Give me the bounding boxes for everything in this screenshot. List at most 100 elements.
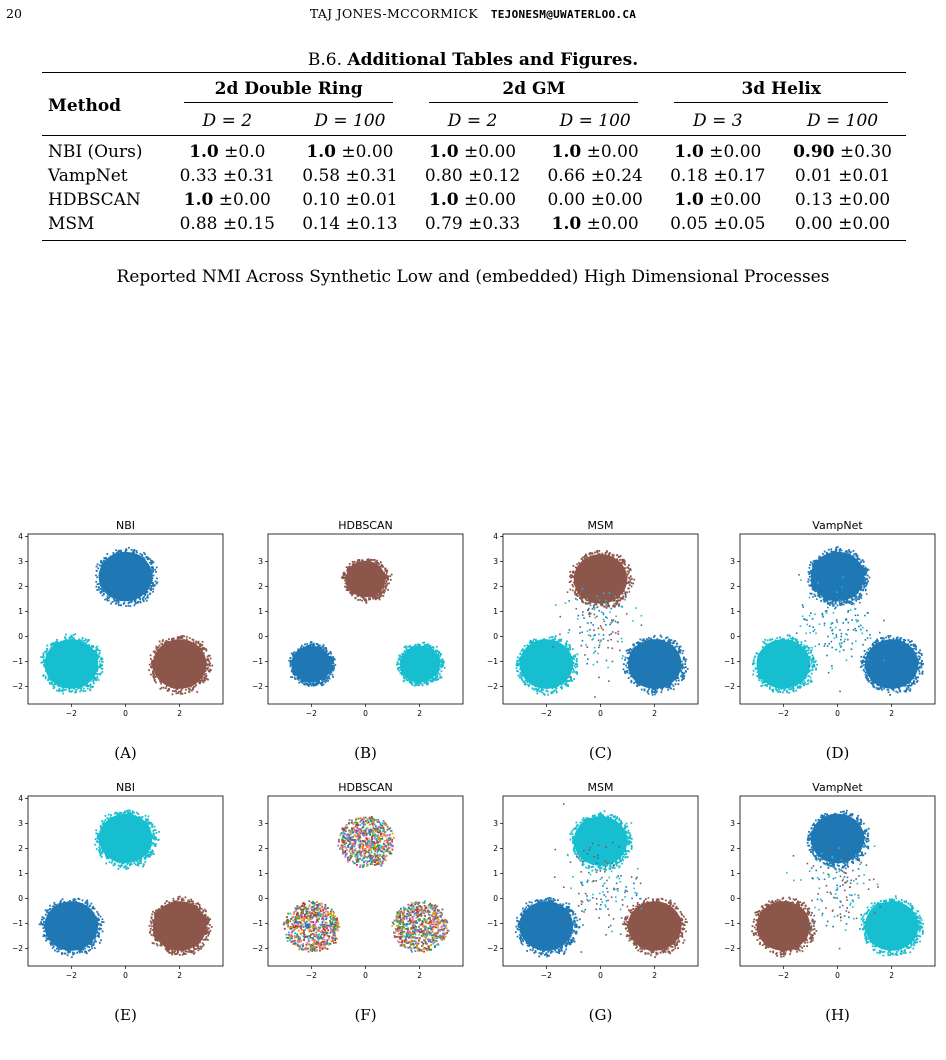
x-tick-label: −2 [541, 971, 552, 980]
y-tick-label: −1 [252, 657, 263, 666]
cell-value: 1.0 [429, 142, 459, 162]
cell-sd: ±0.01 [832, 166, 891, 186]
cell-value: 1.0 [429, 190, 459, 210]
cell-sd: ±0.30 [834, 142, 892, 162]
sub-header: D = 100 [806, 111, 879, 131]
running-header: 20 TAJ JONES-MCCORMICK TEJONESM@UWATERLO… [0, 6, 946, 26]
panel-title: HDBSCAN [338, 781, 393, 794]
x-tick-label: 2 [417, 971, 422, 980]
sub-header: D = 100 [314, 111, 386, 131]
x-tick-label: −2 [66, 709, 77, 718]
scatter-panel: NBI −2 0 2 4 3 2 1 0 −1 −2 [12, 519, 224, 718]
y-tick-label: −1 [12, 657, 23, 666]
table-cell: 0.18 ±0.17 [656, 164, 779, 188]
y-tick-label: 1 [258, 607, 263, 616]
cell-value: 0.66 [547, 166, 586, 186]
y-tick-label: 2 [493, 582, 498, 591]
y-tick-label: −2 [487, 944, 498, 953]
y-tick-label: −1 [12, 919, 23, 928]
table-subheader-row: D = 2 D = 100 D = 2 D = 100 D = 3 D = 100 [42, 105, 906, 136]
sub-header: D = 3 [693, 111, 743, 131]
x-tick-label: 2 [177, 709, 182, 718]
scatter-panel: VampNet −2 0 2 3 2 1 0 −1 −2 [724, 519, 936, 718]
y-tick-label: 3 [730, 819, 735, 828]
table-cell: 0.14 ±0.13 [289, 212, 412, 236]
y-tick-label: 0 [258, 632, 263, 641]
y-tick-label: 4 [18, 794, 23, 803]
panel-title: VampNet [812, 781, 863, 794]
table-cell: 1.0 ±0.00 [289, 140, 412, 164]
x-tick-label: 2 [652, 971, 657, 980]
rule-cell [42, 236, 906, 241]
cell-sd: ±0.31 [340, 166, 398, 186]
cell-sd: ±0.00 [585, 190, 643, 210]
y-tick-label: −1 [487, 657, 498, 666]
cluster-points [282, 815, 450, 953]
x-tick-label: −2 [306, 971, 317, 980]
x-tick-label: −2 [306, 709, 317, 718]
rule-cell [42, 135, 906, 140]
group-header-label: 3d Helix [674, 79, 888, 103]
cell-value: 1.0 [551, 142, 582, 162]
scatter-panel: VampNet −2 0 2 3 2 1 0 −1 −2 [724, 781, 936, 980]
y-tick-label: 3 [493, 557, 498, 566]
y-tick-label: −1 [487, 919, 498, 928]
y-tick-label: 2 [18, 582, 23, 591]
cell-sd: ±0.00 [832, 214, 891, 234]
cell-sd: ±0.00 [458, 190, 517, 210]
cell-value: 0.05 [670, 214, 708, 234]
cell-value: 0.00 [794, 214, 833, 234]
cell-value: 0.00 [547, 190, 586, 210]
page-number: 20 [6, 6, 22, 21]
cell-value: 0.80 [424, 166, 463, 186]
x-tick-label: 0 [123, 971, 128, 980]
y-tick-label: −2 [252, 682, 263, 691]
table-cell: 0.80 ±0.12 [411, 164, 534, 188]
subfigure-label: (D) [825, 744, 850, 762]
y-tick-label: −2 [12, 944, 23, 953]
table-row: NBI (Ours) 1.0 ±0.0 1.0 ±0.00 1.0 ±0.00 1.0 … [42, 140, 906, 164]
cell-sd: ±0.00 [335, 142, 394, 162]
cell-value: 0.18 [670, 166, 708, 186]
cell-sd: ±0.01 [340, 190, 398, 210]
y-tick-label: 1 [493, 869, 498, 878]
y-tick-label: 0 [493, 894, 498, 903]
table-cell: 1.0 ±0.00 [411, 188, 534, 212]
table-cell: 0.10 ±0.01 [289, 188, 412, 212]
cell-value: 0.13 [794, 190, 833, 210]
cell-sd: ±0.24 [585, 166, 643, 186]
scatter-panel: HDBSCAN −2 0 2 3 2 1 0 −1 −2 [252, 519, 464, 718]
x-tick-label: 2 [417, 709, 422, 718]
section-number: B.6. [307, 50, 342, 70]
cell-sd: ±0.00 [458, 142, 517, 162]
y-tick-label: 0 [493, 632, 498, 641]
y-tick-label: 1 [730, 869, 735, 878]
cell-sd: ±0.00 [581, 142, 639, 162]
table-cell: 0.05 ±0.05 [656, 212, 779, 236]
table-cell: 0.13 ±0.00 [779, 188, 906, 212]
y-tick-label: 0 [730, 632, 735, 641]
y-tick-label: 2 [730, 582, 735, 591]
cell-sd: ±0.17 [707, 166, 766, 186]
table-group-header-row: Method 2d Double Ring 2d GM 3d Helix [42, 77, 906, 116]
method-header: Method [48, 96, 122, 116]
cell-value: 0.79 [424, 214, 463, 234]
author-name: TAJ JONES-MCCORMICK [309, 6, 478, 21]
y-tick-label: 3 [258, 557, 263, 566]
y-tick-label: 3 [258, 819, 263, 828]
y-tick-label: 3 [730, 557, 735, 566]
y-tick-label: 3 [18, 819, 23, 828]
cell-sd: ±0.12 [462, 166, 521, 186]
cell-sd: ±0.05 [707, 214, 766, 234]
table-row: VampNet 0.33 ±0.31 0.58 ±0.31 0.80 ±0.12 0.6… [42, 164, 906, 188]
table-cell: 0.88 ±0.15 [166, 212, 289, 236]
subfigure-label: (B) [354, 744, 377, 762]
panel-title: VampNet [812, 519, 863, 532]
table-cell: 1.0 ±0.0 [166, 140, 289, 164]
y-tick-label: 4 [493, 532, 498, 541]
x-tick-label: 0 [835, 709, 840, 718]
table-cell: 0.58 ±0.31 [289, 164, 412, 188]
table-cell: 0.90 ±0.30 [779, 140, 906, 164]
cell-value: 0.14 [302, 214, 341, 234]
sub-header: D = 2 [447, 111, 498, 131]
